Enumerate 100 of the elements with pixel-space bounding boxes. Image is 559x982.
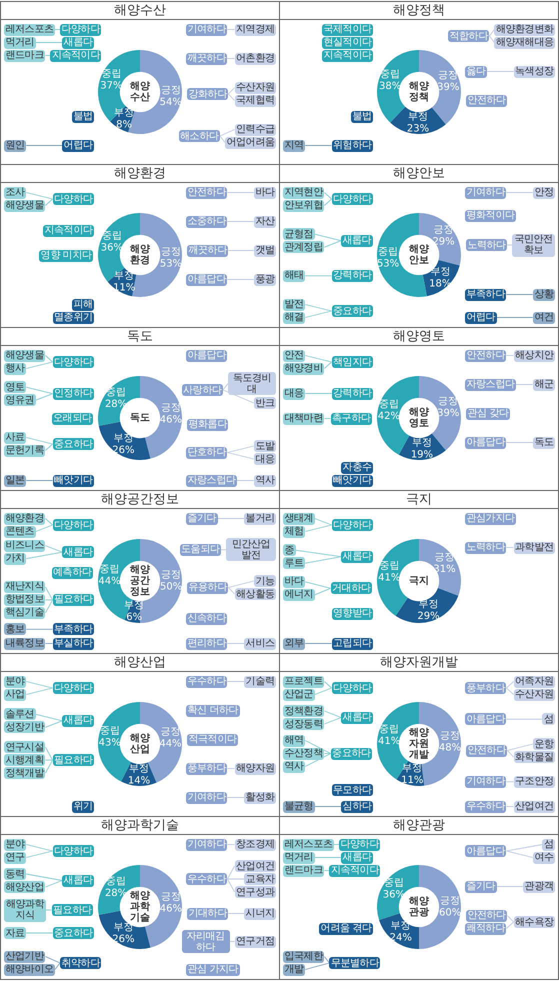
text: 필요하다 [52,754,94,766]
slice-label: 긍정 [438,396,458,408]
text: 사업 [4,688,26,700]
text: 해양환경 [4,512,46,524]
text: 부족하다 [52,623,94,636]
text: 기여하다 [186,838,228,850]
text: 무모하다 [332,784,373,796]
text: 원인 [4,140,26,152]
chart-title: 극지 [406,492,432,507]
data-label: 46% [160,904,182,915]
text: 옳다 [465,66,488,78]
data-label: 60% [438,908,462,919]
text: 섬 [542,838,555,850]
text: 자랑스럽다 [186,474,238,486]
text: 자료 [4,927,26,939]
slice-label: 긍정 [160,892,181,903]
data-label: 46% [160,414,182,426]
text: 새롭다 [341,712,373,724]
text: 산업기반 [4,950,46,962]
text: 심하다 [341,800,373,812]
text: 새롭다 [62,874,94,886]
text: 해양안보 [409,244,429,266]
text: 새롭다 [341,852,373,864]
text: 대책마련 [283,412,324,424]
chart-title: 해양영토 [393,329,445,344]
text: 외부 [283,638,306,650]
text: 취약하다 [60,957,102,969]
text: 새롭다 [340,234,373,247]
text: 국제적이다 [322,24,373,36]
chart-title: 해양공간정보 [101,492,179,507]
text: 지속적이다 [42,224,94,236]
text: 해양수산 [130,81,150,104]
text: 독도 [532,436,555,448]
text: 갯벌 [254,244,276,256]
text: 운항 [532,738,555,750]
text: 인력수급 [234,124,276,136]
legend-label: 긍정 [160,246,181,258]
slice-label: 중립 [380,69,400,80]
text: 빼앗기다 [52,474,94,486]
text: 먹거리 [283,852,315,864]
text: 국제협력 [234,94,276,106]
text: 노력하다 [466,239,508,251]
text: 활성화 [244,792,276,804]
data-label: 53% [160,258,182,270]
text: 안정 [532,186,555,198]
text: 우수하다 [186,676,228,688]
text: 안전하다 [186,186,228,198]
text: 쾌적하다 [465,922,506,934]
text: 불균형 [283,800,315,812]
text: 해수욕장 [514,916,555,928]
text: 도발 [254,440,276,452]
text: 해양생물 [4,200,46,212]
text: 어려움 겪다 [319,922,373,934]
text: 강력하다 [332,388,373,400]
text: 해양정책 [409,81,429,104]
slice-label: 중립 [379,560,400,572]
data-label: 50% [160,582,182,593]
text: 유용하다 [186,582,228,594]
text: 수산자원 [514,688,555,700]
text: 지역 [283,140,306,152]
slice-label: 부정 [412,438,432,449]
text: 프로젝트 [283,676,324,688]
text: 홍보 [4,623,26,636]
text: 지역경제 [234,24,276,36]
text: 안전하다 [466,94,508,106]
text: 소중하다 [186,216,228,228]
text: 사료 [4,432,26,444]
text: 편리하다 [186,638,228,650]
text: 해군 [532,378,555,390]
text: 역사 [254,474,276,486]
text: 중요하다 [52,927,94,939]
text: 깨끗하다 [186,52,228,64]
legend-label: 긍정 [438,70,458,82]
text: 다양하다 [52,356,94,368]
text: 지속적이다 [50,50,102,62]
text: 기여하다 [465,186,506,198]
text: 성장동력 [283,718,324,730]
text: 노력하다 [465,542,506,554]
chart-title: 해양과학기술 [101,818,179,833]
text: 해양산업 [130,733,150,756]
data-label: 44% [159,738,182,750]
slice-label: 중립 [384,877,404,888]
text: 현실적이다 [322,36,373,48]
text: 즐기다 [186,512,218,524]
text: 아름답다 [465,713,506,726]
text: 일본 [4,474,26,486]
data-label: 31% [433,564,456,575]
text: 개발 [283,964,306,976]
text: 연구거점 [234,936,276,948]
text: 창조경제 [234,838,276,850]
text: 어족자원 [514,676,555,688]
text: 어렵다 [465,312,497,324]
data-label: 39% [437,408,460,420]
text: 대응 [283,388,306,400]
text: 어렵다 [62,140,94,152]
text: 관심 가지다 [186,964,240,976]
text: 산업군 [283,688,315,700]
text: 안전하다 [465,350,506,362]
text: 자랑스럽다 [465,378,516,390]
slice-label: 긍정 [160,85,181,96]
